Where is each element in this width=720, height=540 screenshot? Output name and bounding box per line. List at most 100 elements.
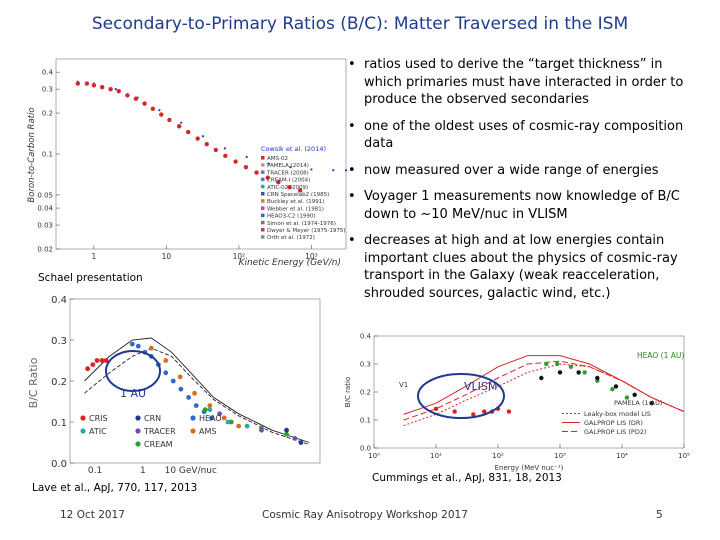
low-energy-highlight-circle — [105, 350, 161, 392]
ams-data-point — [207, 403, 213, 408]
x-tick-label: 10 — [162, 252, 172, 261]
atic-data-point — [207, 407, 213, 413]
legend-marker — [80, 415, 86, 421]
legend-marker — [261, 235, 265, 239]
heao-data-point — [170, 378, 176, 384]
model-curves — [84, 337, 310, 446]
legend-marker — [190, 415, 196, 421]
footer-page-number: 5 — [656, 509, 663, 521]
footer-date: 12 Oct 2017 — [60, 509, 125, 521]
ams-data-point — [91, 83, 97, 88]
legend-label: TRACER — [143, 427, 176, 436]
x-tick-label: 10¹ — [430, 452, 442, 460]
data-point — [624, 395, 630, 400]
model-curve-point — [114, 88, 117, 91]
plot-frame — [69, 298, 321, 464]
cris-data-point — [103, 358, 109, 363]
legend-label: ATIC — [89, 427, 107, 436]
cris-data-point — [85, 366, 91, 372]
legend-marker — [261, 184, 265, 189]
y-axis-label: B/C ratio — [344, 377, 352, 407]
x-tick-label: 10³ — [305, 252, 318, 261]
cris-data-point — [99, 358, 105, 363]
schael-source: Schael presentation — [38, 272, 143, 284]
data-points — [75, 81, 303, 193]
ams-data-point — [221, 415, 227, 421]
data-point — [554, 361, 560, 367]
legend-label: Webber et al. (1981) — [267, 206, 324, 212]
legend-label: CRIS — [89, 414, 108, 423]
bullet-marker: • — [348, 118, 356, 134]
legend-marker — [135, 441, 141, 447]
legend-marker — [261, 220, 265, 225]
data-point — [452, 409, 457, 414]
x-tick-label: 10⁰ — [368, 452, 380, 460]
y-tick-label: 0.4 — [42, 69, 54, 77]
bullet-marker: • — [348, 162, 356, 178]
legend-label: Simon et al. (1974-1976) — [267, 221, 336, 227]
ams-data-point — [133, 96, 139, 101]
data-point — [433, 406, 439, 411]
ams-data-point — [163, 358, 169, 363]
ams-data-point — [213, 147, 218, 153]
y-tick-label: 0.1 — [42, 151, 53, 159]
legend: CRIS CRN HEAO ATIC TRACER AMS CREAM — [80, 414, 222, 449]
tracer-data-point — [217, 411, 223, 417]
model-curve-point — [245, 155, 248, 159]
bullet-text: now measured over a wide range of energi… — [364, 162, 659, 178]
y-tick-label: 0.0 — [360, 445, 371, 453]
legend-marker — [261, 156, 265, 160]
y-axis-label: B/C Ratio — [27, 357, 40, 408]
ams-data-point — [223, 153, 228, 158]
pamela-label: PAMELA (1 AU) — [614, 399, 662, 407]
y-tick-label: 0.1 — [360, 417, 371, 425]
y-tick-label: 0.02 — [37, 246, 53, 254]
y-tick-label: 0.03 — [37, 222, 53, 230]
model-curve-point — [201, 135, 205, 138]
legend-marker — [80, 428, 86, 434]
legend-marker — [261, 228, 265, 232]
y-tick-label: 0.04 — [37, 205, 53, 213]
x-tick-labels: 10⁰ 10¹ 10² 10³ 10⁴ 10⁵ — [368, 444, 690, 460]
ams-data-point — [75, 81, 81, 86]
bullet-marker: • — [348, 57, 356, 72]
y-tick-labels: 0.0 0.1 0.2 0.3 0.4 — [51, 295, 74, 470]
bullet-item: • now measured over a wide range of energ… — [348, 162, 698, 180]
x-tick-label: 10³ — [554, 452, 566, 460]
x-tick-label: 0.1 — [88, 466, 102, 476]
y-tick-label: 0.3 — [42, 86, 53, 94]
legend-label: Dwyer & Meyer (1975-1975) — [267, 228, 345, 234]
data-points — [85, 341, 304, 445]
bullet-marker: • — [348, 233, 356, 248]
x-axis-label: Energy (MeV nuc⁻¹) — [495, 464, 564, 472]
heao-label: HEAO (1 AU) — [637, 351, 684, 360]
y-tick-labels: 0.0 0.1 0.2 0.3 0.4 — [360, 333, 378, 453]
tracer-data-point — [292, 436, 298, 441]
bullet-list: • ratios used to derive the “target thick… — [348, 56, 698, 311]
legend-label: HEAO3-C2 (1990) — [267, 214, 315, 220]
data-point — [582, 370, 587, 375]
model-curve-point — [310, 168, 313, 171]
model-curve-point — [158, 109, 161, 112]
data-point — [632, 392, 637, 397]
y-tick-label: 0.2 — [360, 389, 371, 397]
ams-data-point — [84, 81, 90, 86]
x-tick-label: 10 GeV/nuc — [165, 466, 217, 476]
lave-source: Lave et al., ApJ, 770, 117, 2013 — [32, 482, 198, 494]
legend-marker — [261, 170, 265, 174]
model-curve-point — [332, 169, 335, 172]
data-point — [506, 409, 512, 414]
data-point — [544, 361, 549, 367]
plot-frame — [55, 58, 347, 250]
data-point — [649, 401, 654, 406]
ams-data-point — [204, 142, 209, 147]
data-point — [471, 412, 476, 417]
footer-workshop: Cosmic Ray Anisotropy Workshop 2017 — [262, 509, 468, 521]
legend-label: HEAO — [199, 414, 222, 423]
heao-data-point — [186, 395, 191, 400]
ams-data-point — [276, 180, 281, 185]
atic-data-point — [225, 419, 231, 425]
bullet-item: • decreases at high and at low energies c… — [348, 232, 698, 302]
data-point — [595, 375, 600, 381]
